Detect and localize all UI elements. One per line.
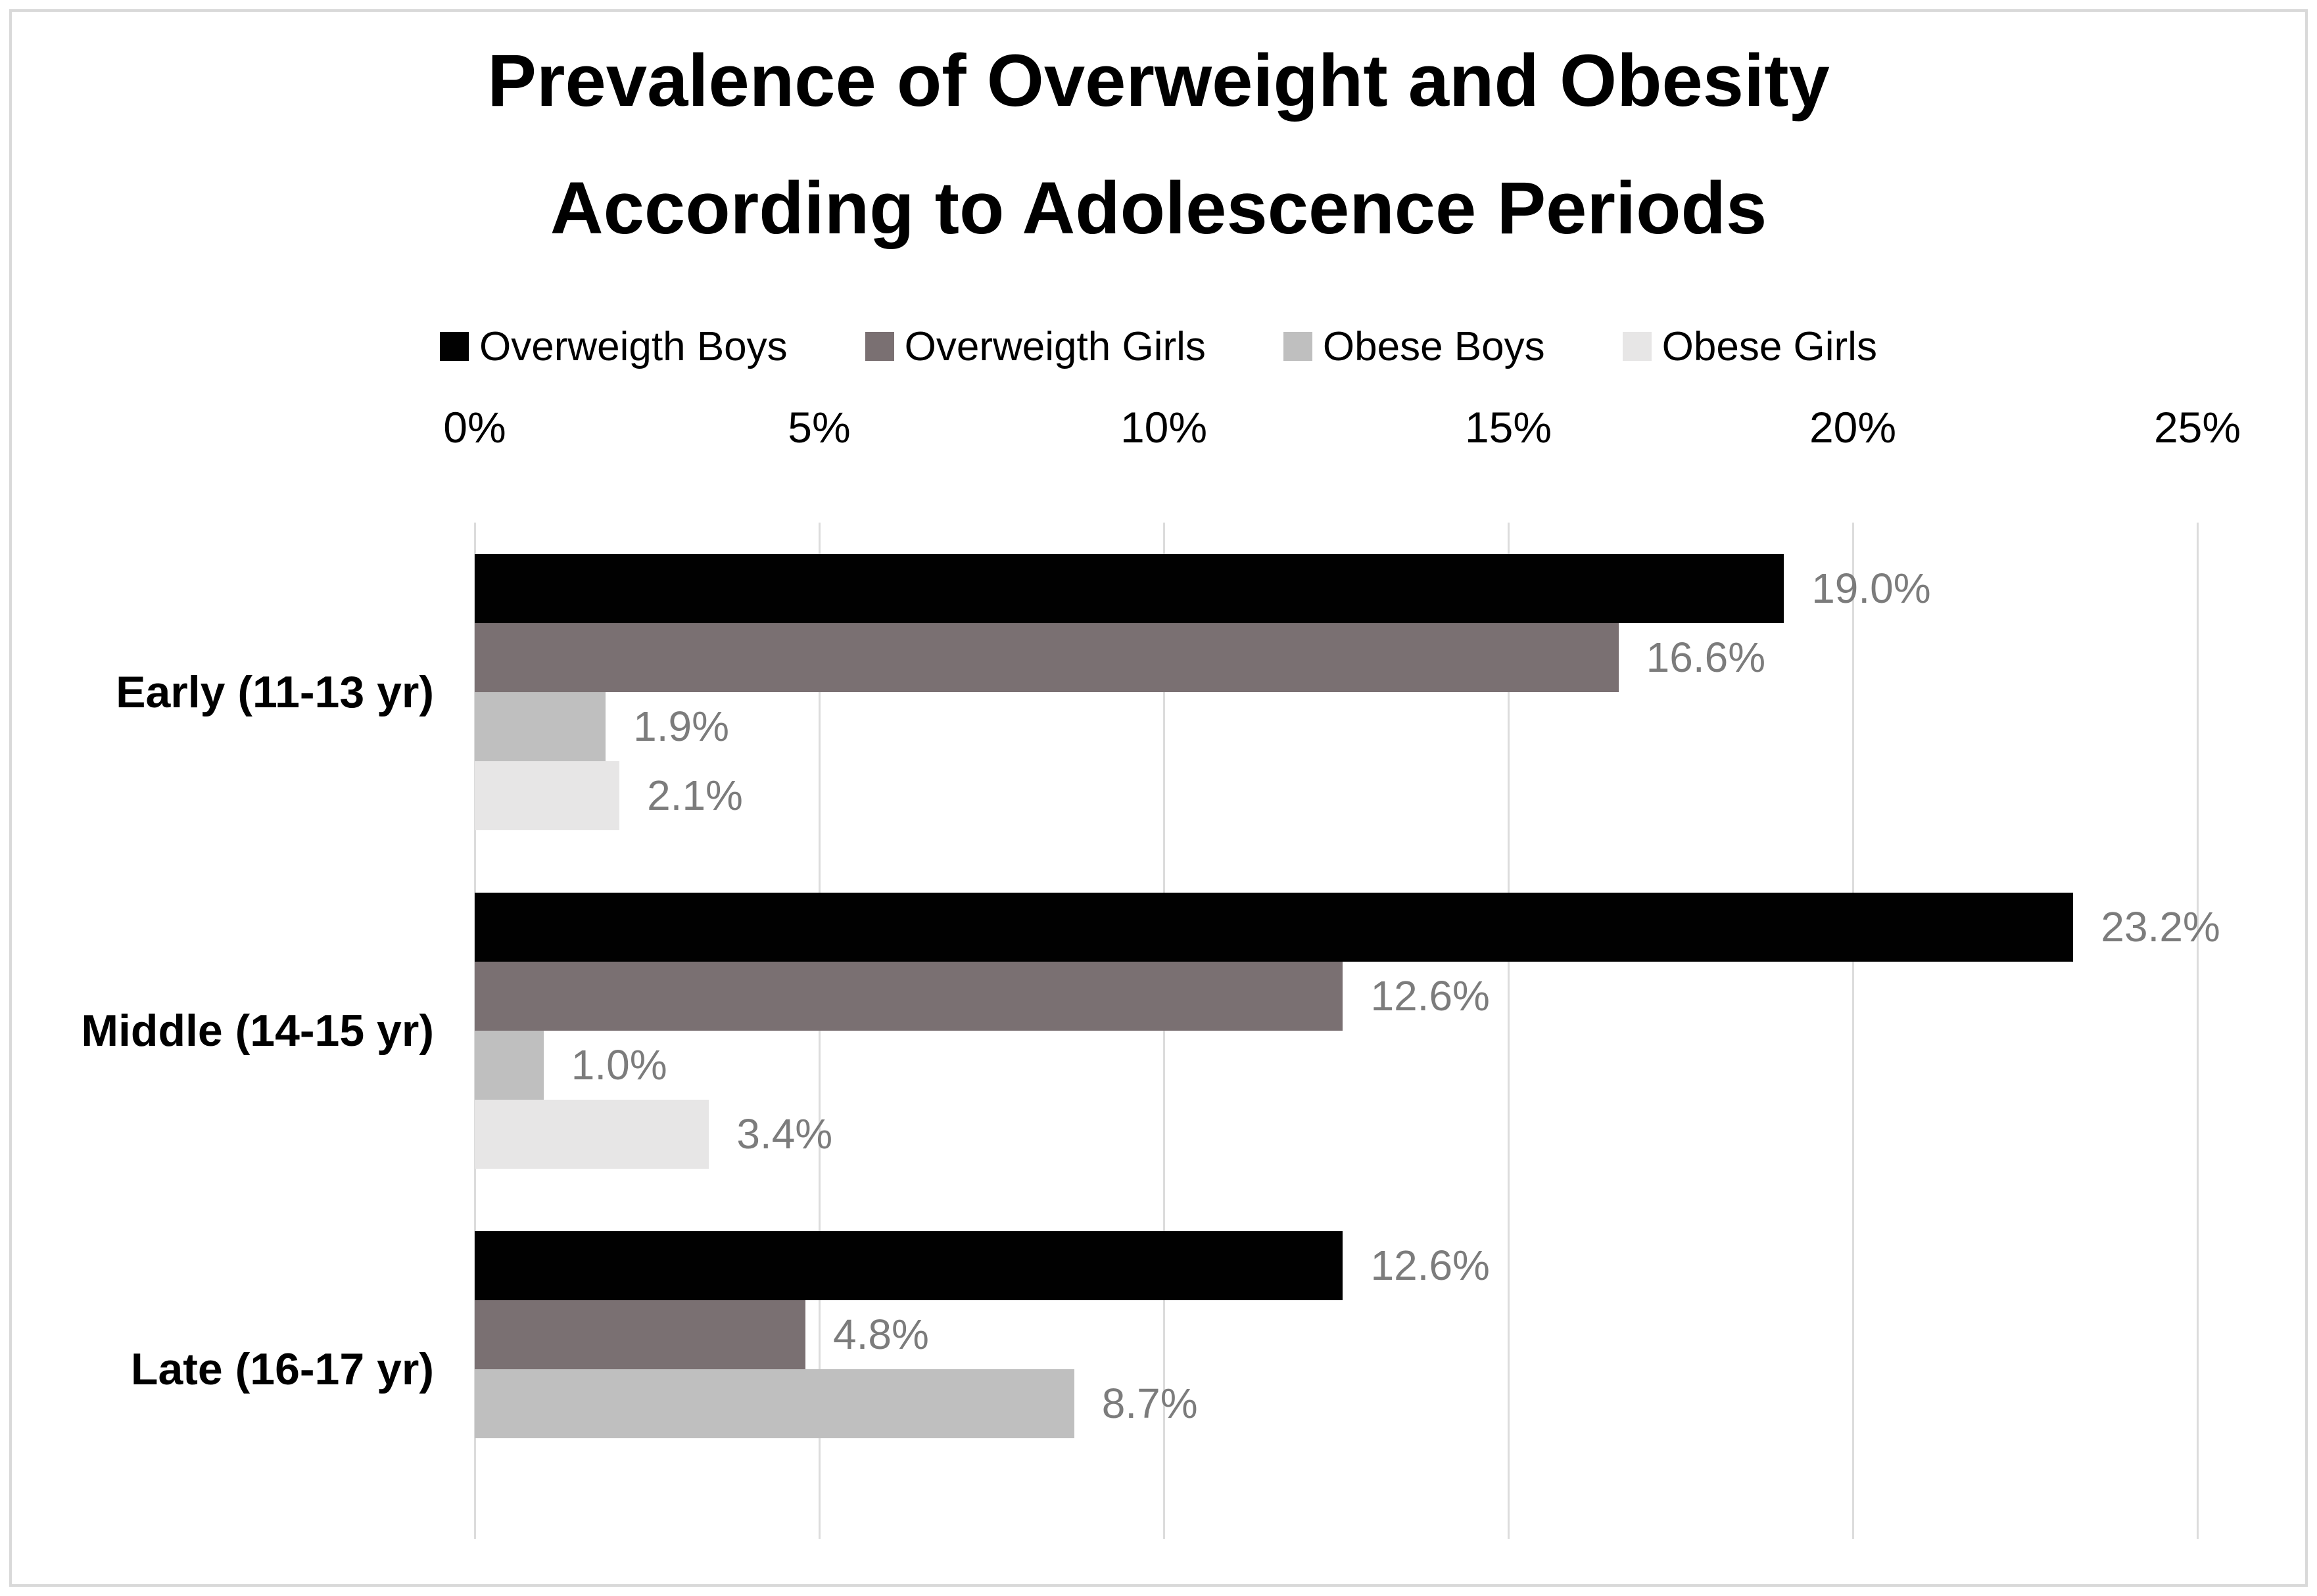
- x-tick-label-0%: 0%: [443, 403, 506, 452]
- bar-value-label: 3.4%: [736, 1110, 833, 1158]
- bar-value-label: 12.6%: [1370, 1242, 1490, 1290]
- legend-swatch-icon: [440, 332, 469, 361]
- bar-overweigth-girls: [475, 1300, 806, 1370]
- legend-label: Obese Boys: [1322, 323, 1545, 369]
- legend-swatch-icon: [1283, 332, 1312, 361]
- bar-value-label: 8.7%: [1101, 1380, 1198, 1428]
- gridline-20%: [1852, 523, 1854, 1539]
- bar-row: 3.4%: [475, 1100, 2197, 1169]
- bar-row: 16.6%: [475, 622, 2197, 692]
- gridline-15%: [1508, 523, 1510, 1539]
- bar-overweigth-boys: [475, 553, 1784, 623]
- gridline-5%: [819, 523, 821, 1539]
- bar-row: 12.6%: [475, 1231, 2197, 1301]
- bar-overweigth-boys: [475, 893, 2074, 962]
- gridline-25%: [2197, 523, 2199, 1539]
- legend-item-3: Obese Boys: [1283, 323, 1545, 370]
- bar-obese-boys: [475, 1031, 544, 1100]
- x-tick-label-15%: 15%: [1464, 403, 1552, 452]
- bar-value-label: 23.2%: [2101, 903, 2220, 951]
- bar-obese-boys: [475, 692, 606, 761]
- bar-overweigth-boys: [475, 1231, 1343, 1301]
- x-tick-label-25%: 25%: [2153, 403, 2241, 452]
- legend-swatch-icon: [865, 332, 894, 361]
- category-label-2: Middle (14-15 yr): [81, 1006, 434, 1056]
- legend-swatch-icon: [1622, 332, 1652, 361]
- gridline-10%: [1163, 523, 1165, 1539]
- bar-value-label: 19.0%: [1811, 564, 1931, 612]
- x-tick-label-10%: 10%: [1120, 403, 1208, 452]
- legend: Overweigth Boys Overweigth Girls Obese Boy…: [0, 317, 2317, 376]
- bar-value-label: 1.0%: [571, 1041, 667, 1089]
- bar-row: 8.7%: [475, 1369, 2197, 1439]
- legend-label: Overweigth Girls: [904, 323, 1206, 369]
- bar-row: 1.0%: [475, 1031, 2197, 1100]
- bar-row: 1.9%: [475, 692, 2197, 761]
- plot-area: 19.0% 16.6% 1.9% 2.1% 23.2% 12.6% 1.0% 3.4% 12.6…: [474, 523, 2220, 1539]
- bar-overweigth-girls: [475, 962, 1343, 1031]
- category-label-1: Early (11-13 yr): [116, 667, 434, 717]
- legend-item-4: Obese Girls: [1622, 323, 1877, 370]
- chart-title-line-1: Prevalence of Overweight and Obesity: [487, 39, 1830, 122]
- bar-obese-boys: [475, 1369, 1074, 1439]
- bar-overweigth-girls: [475, 622, 1619, 692]
- x-tick-label-20%: 20%: [1809, 403, 1897, 452]
- category-label-3: Late (16-17 yr): [130, 1344, 434, 1395]
- bar-row: 23.2%: [475, 893, 2220, 962]
- legend-label: Overweigth Boys: [479, 323, 788, 369]
- bar-obese-girls: [475, 761, 620, 830]
- bar-row: 4.8%: [475, 1300, 2197, 1370]
- bar-obese-girls: [475, 1100, 709, 1169]
- x-tick-label-5%: 5%: [788, 403, 851, 452]
- bar-value-label: 2.1%: [647, 771, 743, 819]
- legend-item-1: Overweigth Boys: [440, 323, 788, 370]
- legend-item-2: Overweigth Girls: [865, 323, 1206, 370]
- bar-row: 19.0%: [475, 553, 2197, 623]
- bar-value-label: 12.6%: [1370, 972, 1490, 1020]
- bar-row: 12.6%: [475, 962, 2197, 1031]
- bar-value-label: 1.9%: [633, 702, 729, 750]
- chart-title-line-2: According to Adolescence Periods: [550, 167, 1767, 249]
- legend-label: Obese Girls: [1661, 323, 1877, 369]
- bar-row: 2.1%: [475, 761, 2197, 830]
- bar-value-label: 16.6%: [1646, 633, 1766, 681]
- bar-value-label: 4.8%: [833, 1311, 929, 1359]
